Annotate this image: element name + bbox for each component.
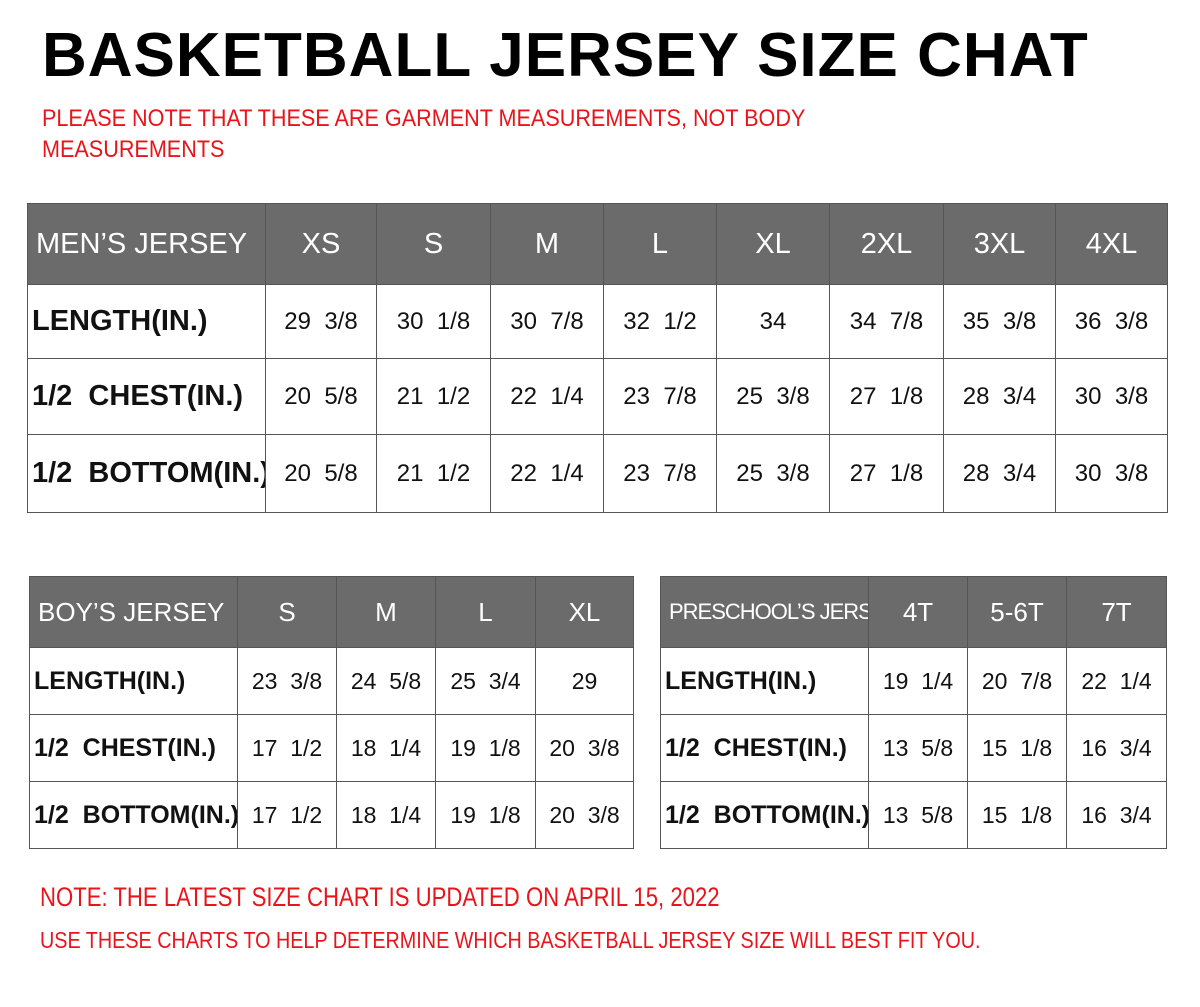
boys-jersey-table: BOY’S JERSEY S M L XL LENGTH(IN.) 23 3/8 24 5/8… bbox=[29, 576, 634, 849]
measurement-cell: 20 5/8 bbox=[265, 434, 377, 513]
size-header: S bbox=[376, 203, 491, 285]
size-header: M bbox=[490, 203, 604, 285]
measurement-cell: 30 7/8 bbox=[490, 284, 604, 359]
size-header: M bbox=[336, 576, 436, 648]
size-header: 4XL bbox=[1055, 203, 1168, 285]
measurement-cell: 30 3/8 bbox=[1055, 434, 1168, 513]
row-label: 1/2 CHEST(IN.) bbox=[27, 358, 266, 435]
size-header: 3XL bbox=[943, 203, 1056, 285]
table-row: 1/2 CHEST(IN.) 13 5/8 15 1/8 16 3/4 bbox=[660, 714, 1167, 782]
measurement-cell: 30 3/8 bbox=[1055, 358, 1168, 435]
measurement-cell: 16 3/4 bbox=[1066, 714, 1167, 782]
size-header: XS bbox=[265, 203, 377, 285]
measurement-cell: 17 1/2 bbox=[237, 714, 337, 782]
measurement-cell: 34 bbox=[716, 284, 830, 359]
table-row: LENGTH(IN.) 19 1/4 20 7/8 22 1/4 bbox=[660, 647, 1167, 715]
measurement-cell: 28 3/4 bbox=[943, 358, 1056, 435]
measurement-cell: 21 1/2 bbox=[376, 434, 491, 513]
size-header: XL bbox=[716, 203, 830, 285]
measurement-cell: 15 1/8 bbox=[967, 714, 1067, 782]
preschool-jersey-table: PRESCHOOL’S JERSEY4T5-6T7TLENGTH(IN.)19 … bbox=[660, 576, 1167, 849]
size-header: S bbox=[237, 576, 337, 648]
table-row: 1/2 BOTTOM(IN.) 20 5/8 21 1/2 22 1/4 23 7/8 2… bbox=[27, 434, 1168, 513]
measurement-cell: 19 1/4 bbox=[868, 647, 968, 715]
measurement-cell: 13 5/8 bbox=[868, 714, 968, 782]
measurement-cell: 19 1/8 bbox=[435, 781, 536, 849]
measurement-cell: 29 bbox=[535, 647, 634, 715]
mens-jersey-table: MEN’S JERSEY XS S M L XL 2XL 3XL 4XL LENGTH(IN.) 2… bbox=[27, 203, 1168, 513]
row-label: 1/2 BOTTOM(IN.) bbox=[27, 434, 266, 513]
table-row: LENGTH(IN.) 29 3/8 30 1/8 30 7/8 32 1/2 34 34 … bbox=[27, 284, 1168, 359]
measurement-cell: 27 1/8 bbox=[829, 358, 944, 435]
measurement-cell: 22 1/4 bbox=[490, 358, 604, 435]
measurement-cell: 25 3/8 bbox=[716, 358, 830, 435]
size-header: 4T bbox=[868, 576, 968, 648]
measurement-cell: 32 1/2 bbox=[603, 284, 717, 359]
measurement-cell: 36 3/8 bbox=[1055, 284, 1168, 359]
measurement-cell: 20 3/8 bbox=[535, 781, 634, 849]
measurement-cell: 29 3/8 bbox=[265, 284, 377, 359]
measurement-cell: 28 3/4 bbox=[943, 434, 1056, 513]
header-row: BOY’S JERSEY S M L XL bbox=[29, 576, 634, 648]
update-note: NOTE: THE LATEST SIZE CHART IS UPDATED O… bbox=[40, 882, 720, 912]
table-title: MEN’S JERSEY bbox=[27, 203, 266, 285]
measurement-cell: 20 3/8 bbox=[535, 714, 634, 782]
row-label: 1/2 CHEST(IN.) bbox=[29, 714, 238, 782]
table-row: LENGTH(IN.) 23 3/8 24 5/8 25 3/4 29 bbox=[29, 647, 634, 715]
size-header: 5-6T bbox=[967, 576, 1067, 648]
row-label: 1/2 BOTTOM(IN.) bbox=[29, 781, 238, 849]
measurement-cell: 25 3/4 bbox=[435, 647, 536, 715]
size-header: 2XL bbox=[829, 203, 944, 285]
measurement-cell: 30 1/8 bbox=[376, 284, 491, 359]
size-header: XL bbox=[535, 576, 634, 648]
page-title: BASKETBALL JERSEY SIZE CHAT bbox=[42, 21, 1089, 90]
measurement-cell: 27 1/8 bbox=[829, 434, 944, 513]
row-label: 1/2 CHEST(IN.) bbox=[660, 714, 869, 782]
row-label: LENGTH(IN.) bbox=[29, 647, 238, 715]
measurement-cell: 22 1/4 bbox=[1066, 647, 1167, 715]
measurement-cell: 35 3/8 bbox=[943, 284, 1056, 359]
table-row: 1/2 CHEST(IN.) 20 5/8 21 1/2 22 1/4 23 7/8 25… bbox=[27, 358, 1168, 435]
size-header: L bbox=[603, 203, 717, 285]
table-row: 1/2 BOTTOM(IN.) 13 5/8 15 1/8 16 3/4 bbox=[660, 781, 1167, 849]
measurement-cell: 24 5/8 bbox=[336, 647, 436, 715]
measurement-cell: 20 7/8 bbox=[967, 647, 1067, 715]
measurement-cell: 25 3/8 bbox=[716, 434, 830, 513]
row-label: LENGTH(IN.) bbox=[660, 647, 869, 715]
table-title: PRESCHOOL’S JERSEY bbox=[660, 576, 869, 648]
header-row: MEN’S JERSEY XS S M L XL 2XL 3XL 4XL bbox=[27, 203, 1168, 285]
garment-note: PLEASE NOTE THAT THESE ARE GARMENT MEASU… bbox=[42, 105, 805, 163]
table-title: BOY’S JERSEY bbox=[29, 576, 238, 648]
usage-note: USE THESE CHARTS TO HELP DETERMINE WHICH… bbox=[40, 927, 981, 953]
measurement-cell: 23 7/8 bbox=[603, 358, 717, 435]
measurement-cell: 20 5/8 bbox=[265, 358, 377, 435]
table-row: 1/2 BOTTOM(IN.) 17 1/2 18 1/4 19 1/8 20 3/8 bbox=[29, 781, 634, 849]
size-header: L bbox=[435, 576, 536, 648]
measurement-cell: 34 7/8 bbox=[829, 284, 944, 359]
measurement-cell: 18 1/4 bbox=[336, 781, 436, 849]
measurement-cell: 13 5/8 bbox=[868, 781, 968, 849]
size-header: 7T bbox=[1066, 576, 1167, 648]
measurement-cell: 15 1/8 bbox=[967, 781, 1067, 849]
measurement-cell: 18 1/4 bbox=[336, 714, 436, 782]
measurement-cell: 23 7/8 bbox=[603, 434, 717, 513]
measurement-cell: 21 1/2 bbox=[376, 358, 491, 435]
measurement-cell: 17 1/2 bbox=[237, 781, 337, 849]
measurement-cell: 19 1/8 bbox=[435, 714, 536, 782]
table-row: 1/2 CHEST(IN.) 17 1/2 18 1/4 19 1/8 20 3/8 bbox=[29, 714, 634, 782]
measurement-cell: 23 3/8 bbox=[237, 647, 337, 715]
row-label: 1/2 BOTTOM(IN.) bbox=[660, 781, 869, 849]
measurement-cell: 16 3/4 bbox=[1066, 781, 1167, 849]
measurement-cell: 22 1/4 bbox=[490, 434, 604, 513]
row-label: LENGTH(IN.) bbox=[27, 284, 266, 359]
